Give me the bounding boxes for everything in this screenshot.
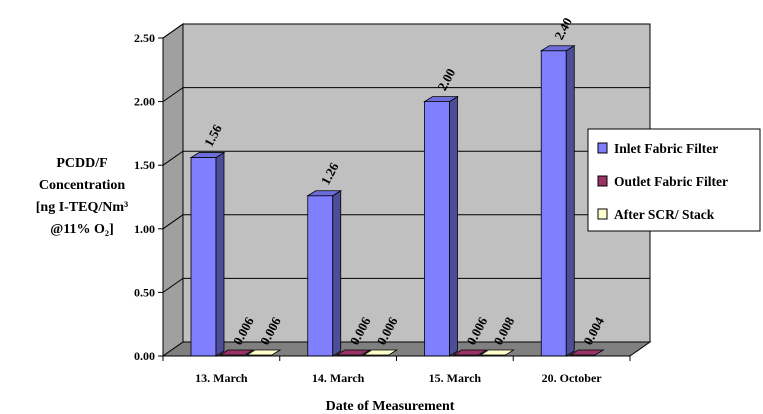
y-tick-label: 1.50 <box>134 158 155 172</box>
y-axis-title-line: Concentration <box>39 178 126 193</box>
bar <box>245 349 282 356</box>
bar <box>218 349 255 356</box>
bar <box>539 44 576 357</box>
legend-label: Outlet Fabric Filter <box>614 174 728 189</box>
side-wall <box>162 23 184 357</box>
legend-swatch <box>597 175 608 187</box>
back-wall <box>182 23 651 343</box>
bar <box>568 349 605 356</box>
bar <box>306 190 343 357</box>
legend-swatch <box>597 142 608 154</box>
axes: 0.00 0.50 1.00 1.50 2.00 2.50 13. March 14. Mar… <box>134 31 631 385</box>
y-axis-title-line: @11% O₂] <box>50 222 114 237</box>
legend-label: Inlet Fabric Filter <box>614 141 718 156</box>
legend: Inlet Fabric Filter Outlet Fabric Filter A… <box>587 128 761 232</box>
bar <box>452 349 488 356</box>
bar <box>189 151 226 357</box>
y-axis-title: PCDD/F Concentration [ng I-TEQ/Nm³ @11% O₂] <box>36 156 128 237</box>
y-tick-label: 1.00 <box>134 222 155 236</box>
x-tick-label: 20. October <box>542 371 603 385</box>
gridline <box>162 23 650 39</box>
bar <box>335 349 372 356</box>
y-tick-label: 2.00 <box>134 95 155 109</box>
y-tick-label: 2.50 <box>134 31 155 45</box>
bar <box>423 95 459 357</box>
bars <box>189 44 605 357</box>
legend-label: After SCR/ Stack <box>614 207 715 222</box>
y-tick-label: 0.50 <box>134 285 155 299</box>
bar <box>362 349 399 356</box>
y-axis-title-line: [ng I-TEQ/Nm³ <box>36 200 128 215</box>
plot-area <box>161 23 652 357</box>
x-tick-label: 13. March <box>195 371 248 385</box>
gridline <box>162 214 650 230</box>
gridline <box>162 87 650 103</box>
x-axis-title: Date of Measurement <box>326 399 455 414</box>
bar <box>479 349 515 356</box>
y-tick-label: 0.00 <box>134 349 155 363</box>
gridline <box>162 277 650 293</box>
legend-box <box>587 128 761 232</box>
x-tick-label: 14. March <box>312 371 365 385</box>
legend-swatch <box>597 208 608 220</box>
y-axis-title-line: PCDD/F <box>56 156 107 171</box>
x-tick-label: 15. March <box>429 371 482 385</box>
gridline <box>162 150 650 166</box>
